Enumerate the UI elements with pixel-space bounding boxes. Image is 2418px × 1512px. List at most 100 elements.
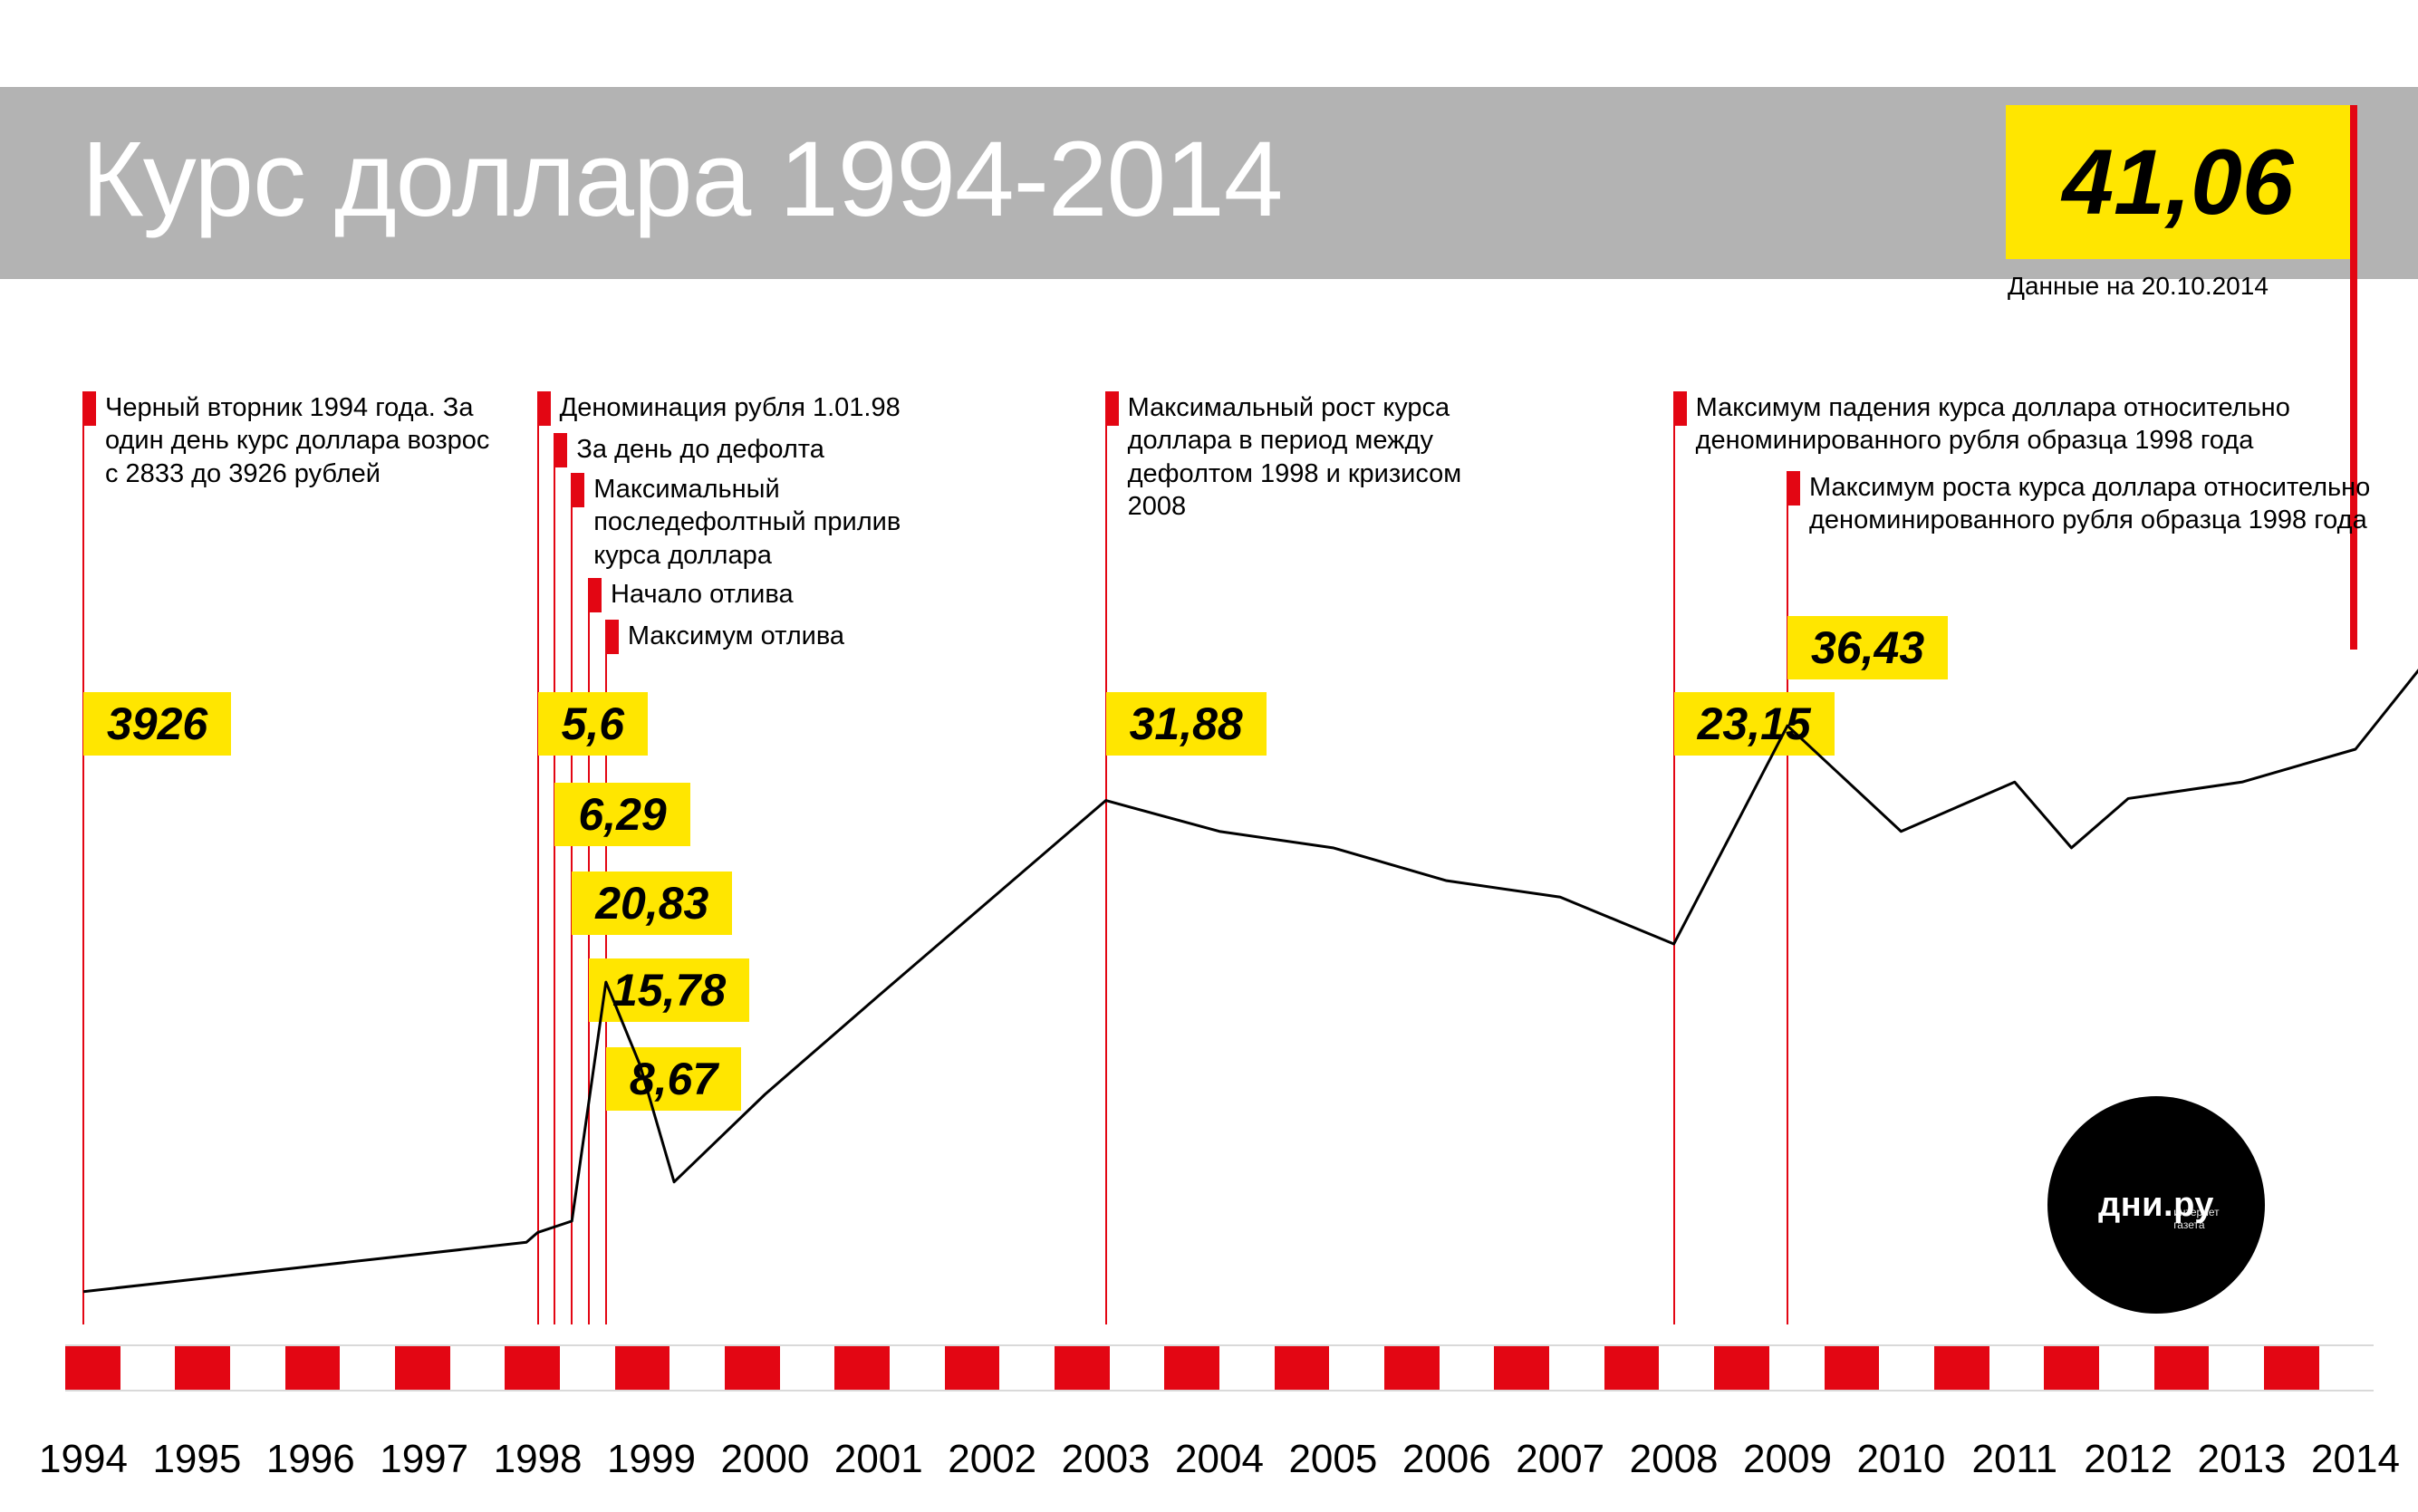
logo-sub-text: интернет xyxy=(2173,1207,2219,1218)
stripe-segment xyxy=(1164,1346,1219,1390)
annotation-stem xyxy=(588,578,590,1324)
annotation-stem xyxy=(554,433,555,1324)
annotation-text: Максимум падения курса доллара относител… xyxy=(1696,391,2348,457)
annotation-text: Максимум роста курса доллара относительн… xyxy=(1809,471,2418,537)
stripe-segment xyxy=(1329,1346,1384,1390)
year-label: 2011 xyxy=(1971,1437,2057,1482)
stripe-segment xyxy=(1494,1346,1549,1390)
logo-subtext-group: интернетгазета xyxy=(2173,1205,2219,1230)
stripe-segment xyxy=(1604,1346,1660,1390)
year-label: 2001 xyxy=(834,1437,923,1482)
annotation-text: Начало отлива xyxy=(611,578,882,611)
value-box: 31,88 xyxy=(1106,692,1267,756)
year-label: 2012 xyxy=(2084,1437,2172,1482)
stripe-segment xyxy=(175,1346,230,1390)
value-box: 6,29 xyxy=(554,783,689,846)
stripe-segment xyxy=(1714,1346,1769,1390)
stripe-segment xyxy=(1769,1346,1825,1390)
value-box: 20,83 xyxy=(572,872,732,935)
stripe-segment xyxy=(1549,1346,1604,1390)
annotation-text: За день до дефолта xyxy=(576,433,939,466)
year-label: 2009 xyxy=(1743,1437,1832,1482)
value-box: 3926 xyxy=(83,692,231,756)
timeline-stripe xyxy=(65,1344,2374,1392)
stripe-segment xyxy=(2209,1346,2264,1390)
year-label: 1994 xyxy=(39,1437,128,1482)
stripe-segment xyxy=(2044,1346,2099,1390)
stripe-segment xyxy=(120,1346,176,1390)
annotation-stem xyxy=(537,391,539,1324)
stripe-segment xyxy=(1110,1346,1165,1390)
current-value-box: 41,06 xyxy=(2006,105,2350,259)
stripe-segment xyxy=(65,1346,120,1390)
value-box: 36,43 xyxy=(1787,616,1948,679)
stripe-segment xyxy=(999,1346,1055,1390)
current-value-stem xyxy=(2350,105,2357,650)
year-label: 2002 xyxy=(948,1437,1036,1482)
annotation-text: Максимум отлива xyxy=(628,620,918,652)
value-box: 15,78 xyxy=(589,958,749,1022)
stripe-segment xyxy=(1055,1346,1110,1390)
stripe-segment xyxy=(615,1346,670,1390)
annotation-flag-icon xyxy=(1106,391,1119,426)
annotation-stem xyxy=(82,391,84,1324)
infographic-stage: Курс доллара 1994-2014 41,06 Данные на 20.… xyxy=(0,0,2418,1512)
annotation-text: Черный вторник 1994 года. За один день к… xyxy=(105,391,504,490)
year-label: 2004 xyxy=(1175,1437,1264,1482)
annotation-stem xyxy=(1673,391,1675,1324)
stripe-segment xyxy=(945,1346,1000,1390)
current-value-note: Данные на 20.10.2014 xyxy=(2008,272,2269,301)
stripe-segment xyxy=(505,1346,560,1390)
stripe-segment xyxy=(285,1346,341,1390)
year-label: 2014 xyxy=(2311,1437,2400,1482)
year-label: 2013 xyxy=(2198,1437,2287,1482)
stripe-segment xyxy=(230,1346,285,1390)
stripe-segment xyxy=(780,1346,835,1390)
stripe-segment xyxy=(1219,1346,1275,1390)
annotation-flag-icon xyxy=(554,433,567,467)
annotation-text: Деноминация рубля 1.01.98 xyxy=(560,391,1013,424)
stripe-segment xyxy=(1384,1346,1440,1390)
annotation-flag-icon xyxy=(83,391,96,426)
annotation-flag-icon xyxy=(572,473,584,507)
value-box: 23,15 xyxy=(1674,692,1835,756)
year-label: 2007 xyxy=(1516,1437,1604,1482)
stripe-segment xyxy=(834,1346,890,1390)
logo-sub-text: газета xyxy=(2173,1219,2204,1230)
annotation-text: Максимальный последефолтный прилив курса… xyxy=(593,473,901,572)
stripe-segment xyxy=(2099,1346,2154,1390)
year-label: 2005 xyxy=(1288,1437,1377,1482)
stripe-segment xyxy=(395,1346,450,1390)
year-label: 2006 xyxy=(1402,1437,1491,1482)
stripe-segment xyxy=(2264,1346,2319,1390)
stripe-segment xyxy=(340,1346,395,1390)
stripe-segment xyxy=(450,1346,506,1390)
source-logo: дни.руинтернетгазета xyxy=(2047,1096,2265,1314)
year-label: 2008 xyxy=(1630,1437,1719,1482)
year-label: 2010 xyxy=(1856,1437,1945,1482)
year-label: 2000 xyxy=(720,1437,809,1482)
stripe-segment xyxy=(560,1346,615,1390)
stripe-segment xyxy=(1825,1346,1880,1390)
value-box: 8,67 xyxy=(606,1047,741,1111)
stripe-segment xyxy=(2154,1346,2210,1390)
year-label: 1996 xyxy=(266,1437,355,1482)
annotation-flag-icon xyxy=(589,578,602,612)
year-label: 1998 xyxy=(494,1437,583,1482)
annotation-stem xyxy=(1105,391,1107,1324)
stripe-segment xyxy=(890,1346,945,1390)
year-label: 2003 xyxy=(1062,1437,1151,1482)
year-label: 1999 xyxy=(607,1437,696,1482)
stripe-segment xyxy=(1275,1346,1330,1390)
annotation-stem xyxy=(1787,471,1788,1324)
stripe-segment xyxy=(1440,1346,1495,1390)
stripe-segment xyxy=(2319,1346,2375,1390)
stripe-segment xyxy=(1659,1346,1714,1390)
stripe-segment xyxy=(670,1346,725,1390)
stripe-segment xyxy=(1934,1346,1989,1390)
year-label: 1995 xyxy=(152,1437,241,1482)
stripe-segment xyxy=(1879,1346,1934,1390)
annotation-flag-icon xyxy=(1787,471,1800,506)
annotation-text: Максимальный рост курса доллара в период… xyxy=(1128,391,1527,523)
page-title: Курс доллара 1994-2014 xyxy=(82,118,1282,241)
